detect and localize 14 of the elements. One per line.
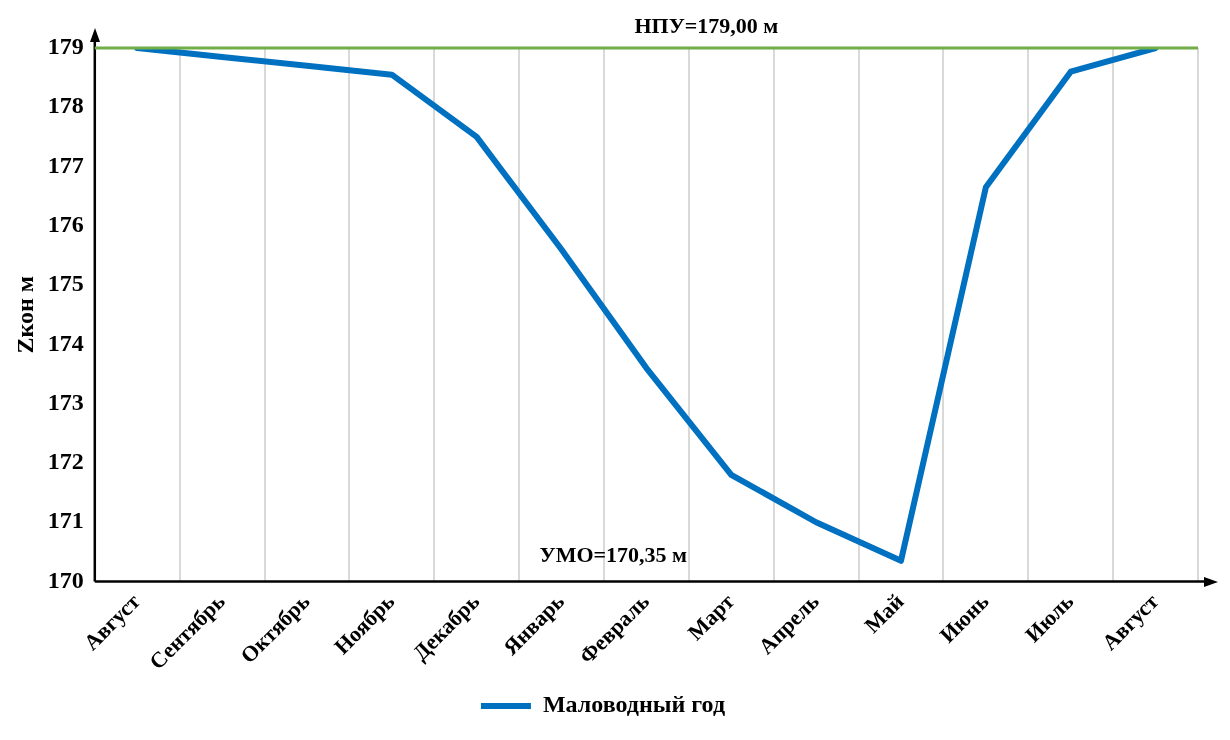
y-tick-label: 172 bbox=[47, 448, 84, 475]
y-tick-label: 178 bbox=[47, 92, 84, 119]
y-axis-title: Zкон м bbox=[11, 275, 38, 354]
y-tick-label: 177 bbox=[47, 151, 84, 178]
y-tick-label: 176 bbox=[47, 211, 84, 238]
y-tick-label: 175 bbox=[47, 270, 84, 297]
legend-label: Маловодный год bbox=[542, 691, 726, 718]
ref-line-label: НПУ=179,00 м bbox=[634, 12, 779, 38]
y-tick-label: 179 bbox=[47, 33, 84, 60]
y-tick-label: 174 bbox=[47, 329, 84, 356]
y-tick-label: 171 bbox=[47, 507, 84, 534]
y-tick-label: 173 bbox=[47, 388, 84, 415]
annotation: УМО=170,35 м bbox=[539, 542, 688, 568]
y-tick-label: 170 bbox=[47, 566, 84, 593]
